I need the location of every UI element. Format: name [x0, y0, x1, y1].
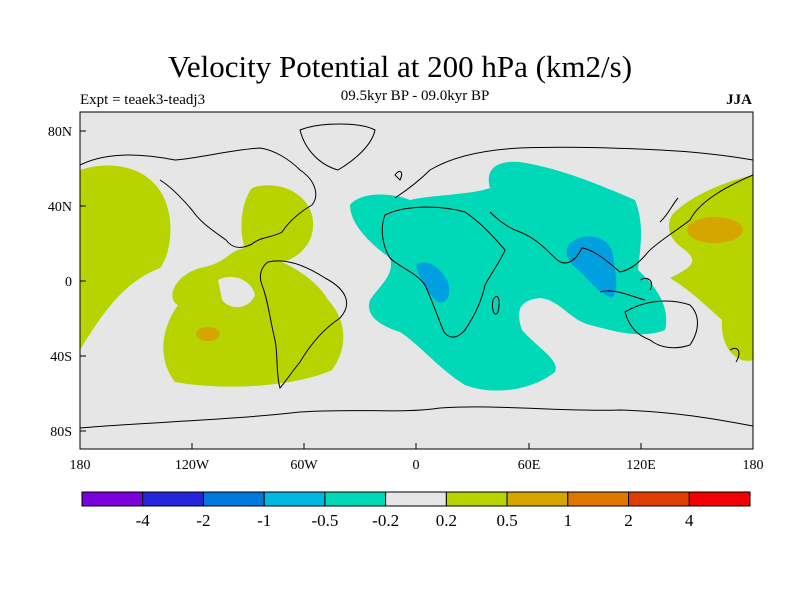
coast-japan — [659, 197, 679, 223]
colorbar-label: -2 — [196, 511, 210, 530]
colorbar-swatch — [81, 491, 144, 507]
colorbar-label: 1 — [564, 511, 573, 530]
lon-tick-label: 180 — [70, 458, 91, 473]
coastlines — [80, 123, 753, 429]
coast-new-zealand — [729, 347, 740, 363]
latitude-axis: 80N 40N 0 40S 80S — [48, 125, 86, 440]
coast-antarctica — [80, 406, 753, 429]
gap-south-pacific — [218, 276, 255, 308]
coast-eurasia — [394, 146, 753, 273]
coast-africa — [381, 206, 506, 338]
colorbar-swatch — [628, 491, 690, 507]
season-label: JJA — [726, 92, 752, 108]
lon-tick-label: 60E — [518, 458, 541, 473]
coast-madagascar — [492, 296, 500, 315]
lon-tick-label: 120W — [175, 458, 210, 473]
negative-region-africa-asia — [350, 161, 667, 391]
coast-north-america — [80, 147, 317, 248]
colorbar-swatch — [445, 491, 508, 507]
colorbar-label: -0.2 — [372, 511, 399, 530]
positive-max-west-pacific — [687, 217, 743, 243]
colorbar-swatch — [263, 491, 326, 507]
colorbar-label: -4 — [136, 511, 151, 530]
positive-max-south-pacific — [196, 327, 220, 341]
lat-tick-label: 80N — [48, 125, 72, 140]
colorbar-label: -0.5 — [311, 511, 338, 530]
colorbar-label: -1 — [257, 511, 271, 530]
lat-tick-label: 80S — [50, 425, 72, 440]
colorbar-label: 4 — [685, 511, 694, 530]
colorbar-swatch — [506, 491, 569, 507]
lat-tick-label: 40N — [48, 200, 72, 215]
coast-greenland — [299, 123, 376, 171]
negative-min-africa — [416, 262, 450, 303]
coast-indonesia — [599, 277, 653, 301]
colorbar-swatch — [688, 491, 751, 507]
lat-tick-label: 0 — [65, 275, 72, 290]
coast-uk — [394, 170, 403, 181]
colorbar-label: 0.5 — [496, 511, 517, 530]
colorbar-swatch — [567, 491, 630, 507]
lat-tick-label: 40S — [50, 350, 72, 365]
colorbar-label: 0.2 — [436, 511, 457, 530]
colorbar-swatch — [324, 491, 387, 507]
colorbar-swatch — [142, 491, 204, 507]
colorbar-swatch — [385, 491, 447, 507]
lon-tick-label: 0 — [413, 458, 420, 473]
negative-min-india — [566, 236, 617, 298]
colorbar: -4 -2 -1 -0.5 -0.2 0.2 0.5 1 2 4 — [81, 491, 751, 530]
lon-tick-label: 180 — [743, 458, 764, 473]
lon-tick-label: 60W — [290, 458, 318, 473]
contour-fields — [80, 123, 753, 429]
coast-australia — [624, 300, 698, 349]
coast-south-america — [259, 260, 348, 390]
map-subtitle: 09.5kyr BP - 09.0kyr BP — [340, 88, 490, 104]
map-title: Velocity Potential at 200 hPa (km2/s) — [167, 49, 633, 84]
positive-region-pacific-west — [80, 165, 171, 350]
lon-tick-label: 120E — [626, 458, 656, 473]
colorbar-swatch — [202, 491, 265, 507]
colorbar-label: 2 — [624, 511, 633, 530]
experiment-label: Expt = teaek3-teadj3 — [80, 92, 206, 108]
longitude-axis: 180 120W 60W 0 60E 120E 180 — [70, 443, 764, 473]
